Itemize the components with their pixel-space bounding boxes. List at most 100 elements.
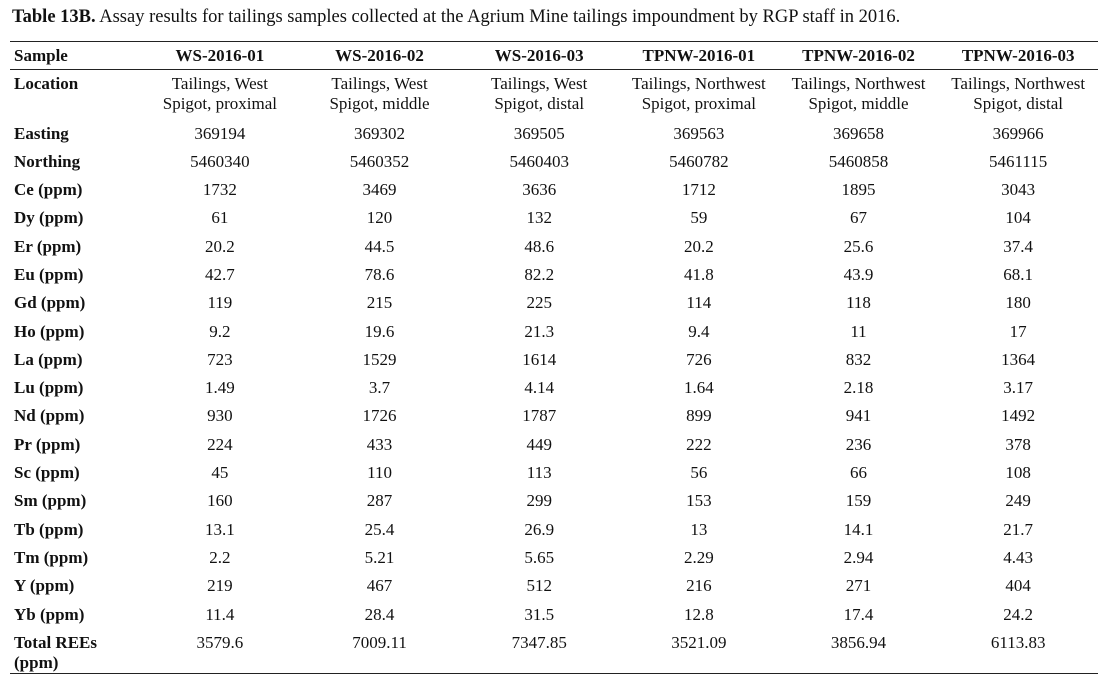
table-cell: 216 <box>686 576 712 596</box>
table-cell: 41.8 <box>683 264 714 284</box>
table-cell: 82.2 <box>524 264 555 284</box>
location-line-2: Spigot, distal <box>973 94 1064 113</box>
table-cell: 48.6 <box>524 236 555 256</box>
table-cell: 219 <box>207 576 233 596</box>
table-cell: 3.7 <box>368 378 391 398</box>
table-cell: 236 <box>845 434 872 454</box>
total-cell: 6113.83 <box>990 632 1046 652</box>
table-row: Pr (ppm) 224 433 449 222 236 378 <box>10 431 1098 459</box>
table-cell: 78.6 <box>364 264 395 284</box>
table-cell: 299 <box>526 491 552 511</box>
location-line-1: Tailings, West <box>491 74 588 93</box>
table-cell: 369505 <box>513 123 565 143</box>
table-cell: 5460340 <box>190 151 250 171</box>
table-cell: 180 <box>1005 293 1031 313</box>
header-sample-1: WS-2016-01 <box>175 45 265 65</box>
table-cell: 24.2 <box>1003 604 1034 624</box>
table-cell: 20.2 <box>683 236 714 256</box>
table-cell: 369966 <box>992 123 1044 143</box>
table-cell: 225 <box>526 293 552 313</box>
location-line-2: Spigot, middle <box>808 94 909 113</box>
table-cell: 44.5 <box>364 236 395 256</box>
location-line-1: Tailings, Northwest <box>791 74 926 93</box>
table-cell: 512 <box>526 576 552 596</box>
row-label: Tb (ppm) <box>14 519 84 539</box>
location-line-1: Tailings, Northwest <box>951 74 1086 93</box>
table-row: Y (ppm) 219 467 512 216 271 404 <box>10 572 1098 600</box>
row-label: Ho (ppm) <box>14 321 85 341</box>
table-cell: 467 <box>366 576 393 596</box>
table-cell: 5.21 <box>364 547 395 567</box>
row-label: Tm (ppm) <box>14 547 89 567</box>
location-line-1: Tailings, West <box>331 74 428 93</box>
table-cell: 37.4 <box>1003 236 1034 256</box>
row-label: Sc (ppm) <box>14 463 80 483</box>
location-cell: Tailings, Northwest Spigot, proximal <box>619 70 779 120</box>
total-cell: 3856.94 <box>830 632 887 652</box>
table-cell: 13.1 <box>205 519 235 539</box>
table-cell: 45 <box>211 463 229 483</box>
table-cell: 287 <box>366 491 393 511</box>
table-cell: 21.7 <box>1003 519 1034 539</box>
table-cell: 59 <box>690 208 708 228</box>
table-cell: 5460858 <box>828 151 889 171</box>
table-row: Dy (ppm) 61 120 132 59 67 104 <box>10 204 1098 232</box>
table-cell: 132 <box>526 208 552 228</box>
table-cell: 1732 <box>202 180 237 200</box>
header-sample-3: WS-2016-03 <box>494 45 584 65</box>
table-cell: 14.1 <box>843 519 874 539</box>
table-cell: 25.6 <box>843 236 874 256</box>
table-row: La (ppm) 723 1529 1614 726 832 1364 <box>10 346 1098 374</box>
header-sample-5: TPNW-2016-02 <box>802 45 915 65</box>
total-label-line-2: (ppm) <box>14 652 59 672</box>
table-cell: 1492 <box>1001 406 1036 426</box>
location-cell: Tailings, West Spigot, proximal <box>140 70 300 120</box>
table-cell: 2.2 <box>209 547 231 567</box>
table-cell: 249 <box>1005 491 1031 511</box>
table-cell: 20.2 <box>205 236 235 256</box>
header-row: Sample WS-2016-01 WS-2016-02 WS-2016-03 … <box>10 41 1098 70</box>
table-cell: 17 <box>1009 321 1027 341</box>
row-label: Easting <box>14 123 69 143</box>
table-row: Lu (ppm) 1.49 3.7 4.14 1.64 2.18 3.17 <box>10 374 1098 402</box>
table-cell: 56 <box>690 463 708 483</box>
table-cell: 11.4 <box>205 604 235 624</box>
table-cell: 899 <box>686 406 712 426</box>
location-cell: Tailings, Northwest Spigot, middle <box>779 70 939 120</box>
table-cell: 449 <box>526 434 552 454</box>
table-row: Nd (ppm) 930 1726 1787 899 941 1492 <box>10 402 1098 430</box>
total-cell: 3521.09 <box>671 632 727 652</box>
table-cell: 1712 <box>681 180 716 200</box>
table-cell: 42.7 <box>205 264 235 284</box>
table-cell: 369658 <box>833 123 884 143</box>
table-cell: 159 <box>845 491 872 511</box>
table-cell: 1726 <box>362 406 397 426</box>
table-cell: 43.9 <box>843 264 874 284</box>
table-cell: 378 <box>1005 434 1031 454</box>
table-cell: 3.17 <box>1003 378 1034 398</box>
table-cell: 19.6 <box>364 321 395 341</box>
table-cell: 153 <box>686 491 712 511</box>
table-row: Tb (ppm) 13.1 25.4 26.9 13 14.1 21.7 <box>10 516 1098 544</box>
table-cell: 11 <box>850 321 867 341</box>
table-row: Er (ppm) 20.2 44.5 48.6 20.2 25.6 37.4 <box>10 233 1098 261</box>
table-cell: 25.4 <box>364 519 395 539</box>
location-row: Location Tailings, West Spigot, proximal … <box>10 70 1098 120</box>
location-line-2: Spigot, distal <box>494 94 585 113</box>
table-cell: 1.64 <box>683 378 714 398</box>
table-cell: 17.4 <box>843 604 874 624</box>
table-cell: 3043 <box>1001 180 1036 200</box>
table-cell: 13 <box>690 519 708 539</box>
table-cell: 68.1 <box>1003 264 1034 284</box>
row-label: Gd (ppm) <box>14 293 86 313</box>
table-cell: 31.5 <box>524 604 555 624</box>
row-label: Northing <box>14 151 81 171</box>
table-cell: 110 <box>367 463 392 483</box>
table-cell: 1787 <box>522 406 557 426</box>
row-label: Dy (ppm) <box>14 208 84 228</box>
location-line-1: Tailings, West <box>171 74 269 93</box>
location-line-2: Spigot, proximal <box>641 94 756 113</box>
table-cell: 930 <box>207 406 233 426</box>
table-cell: 941 <box>845 406 872 426</box>
table-cell: 224 <box>207 434 233 454</box>
